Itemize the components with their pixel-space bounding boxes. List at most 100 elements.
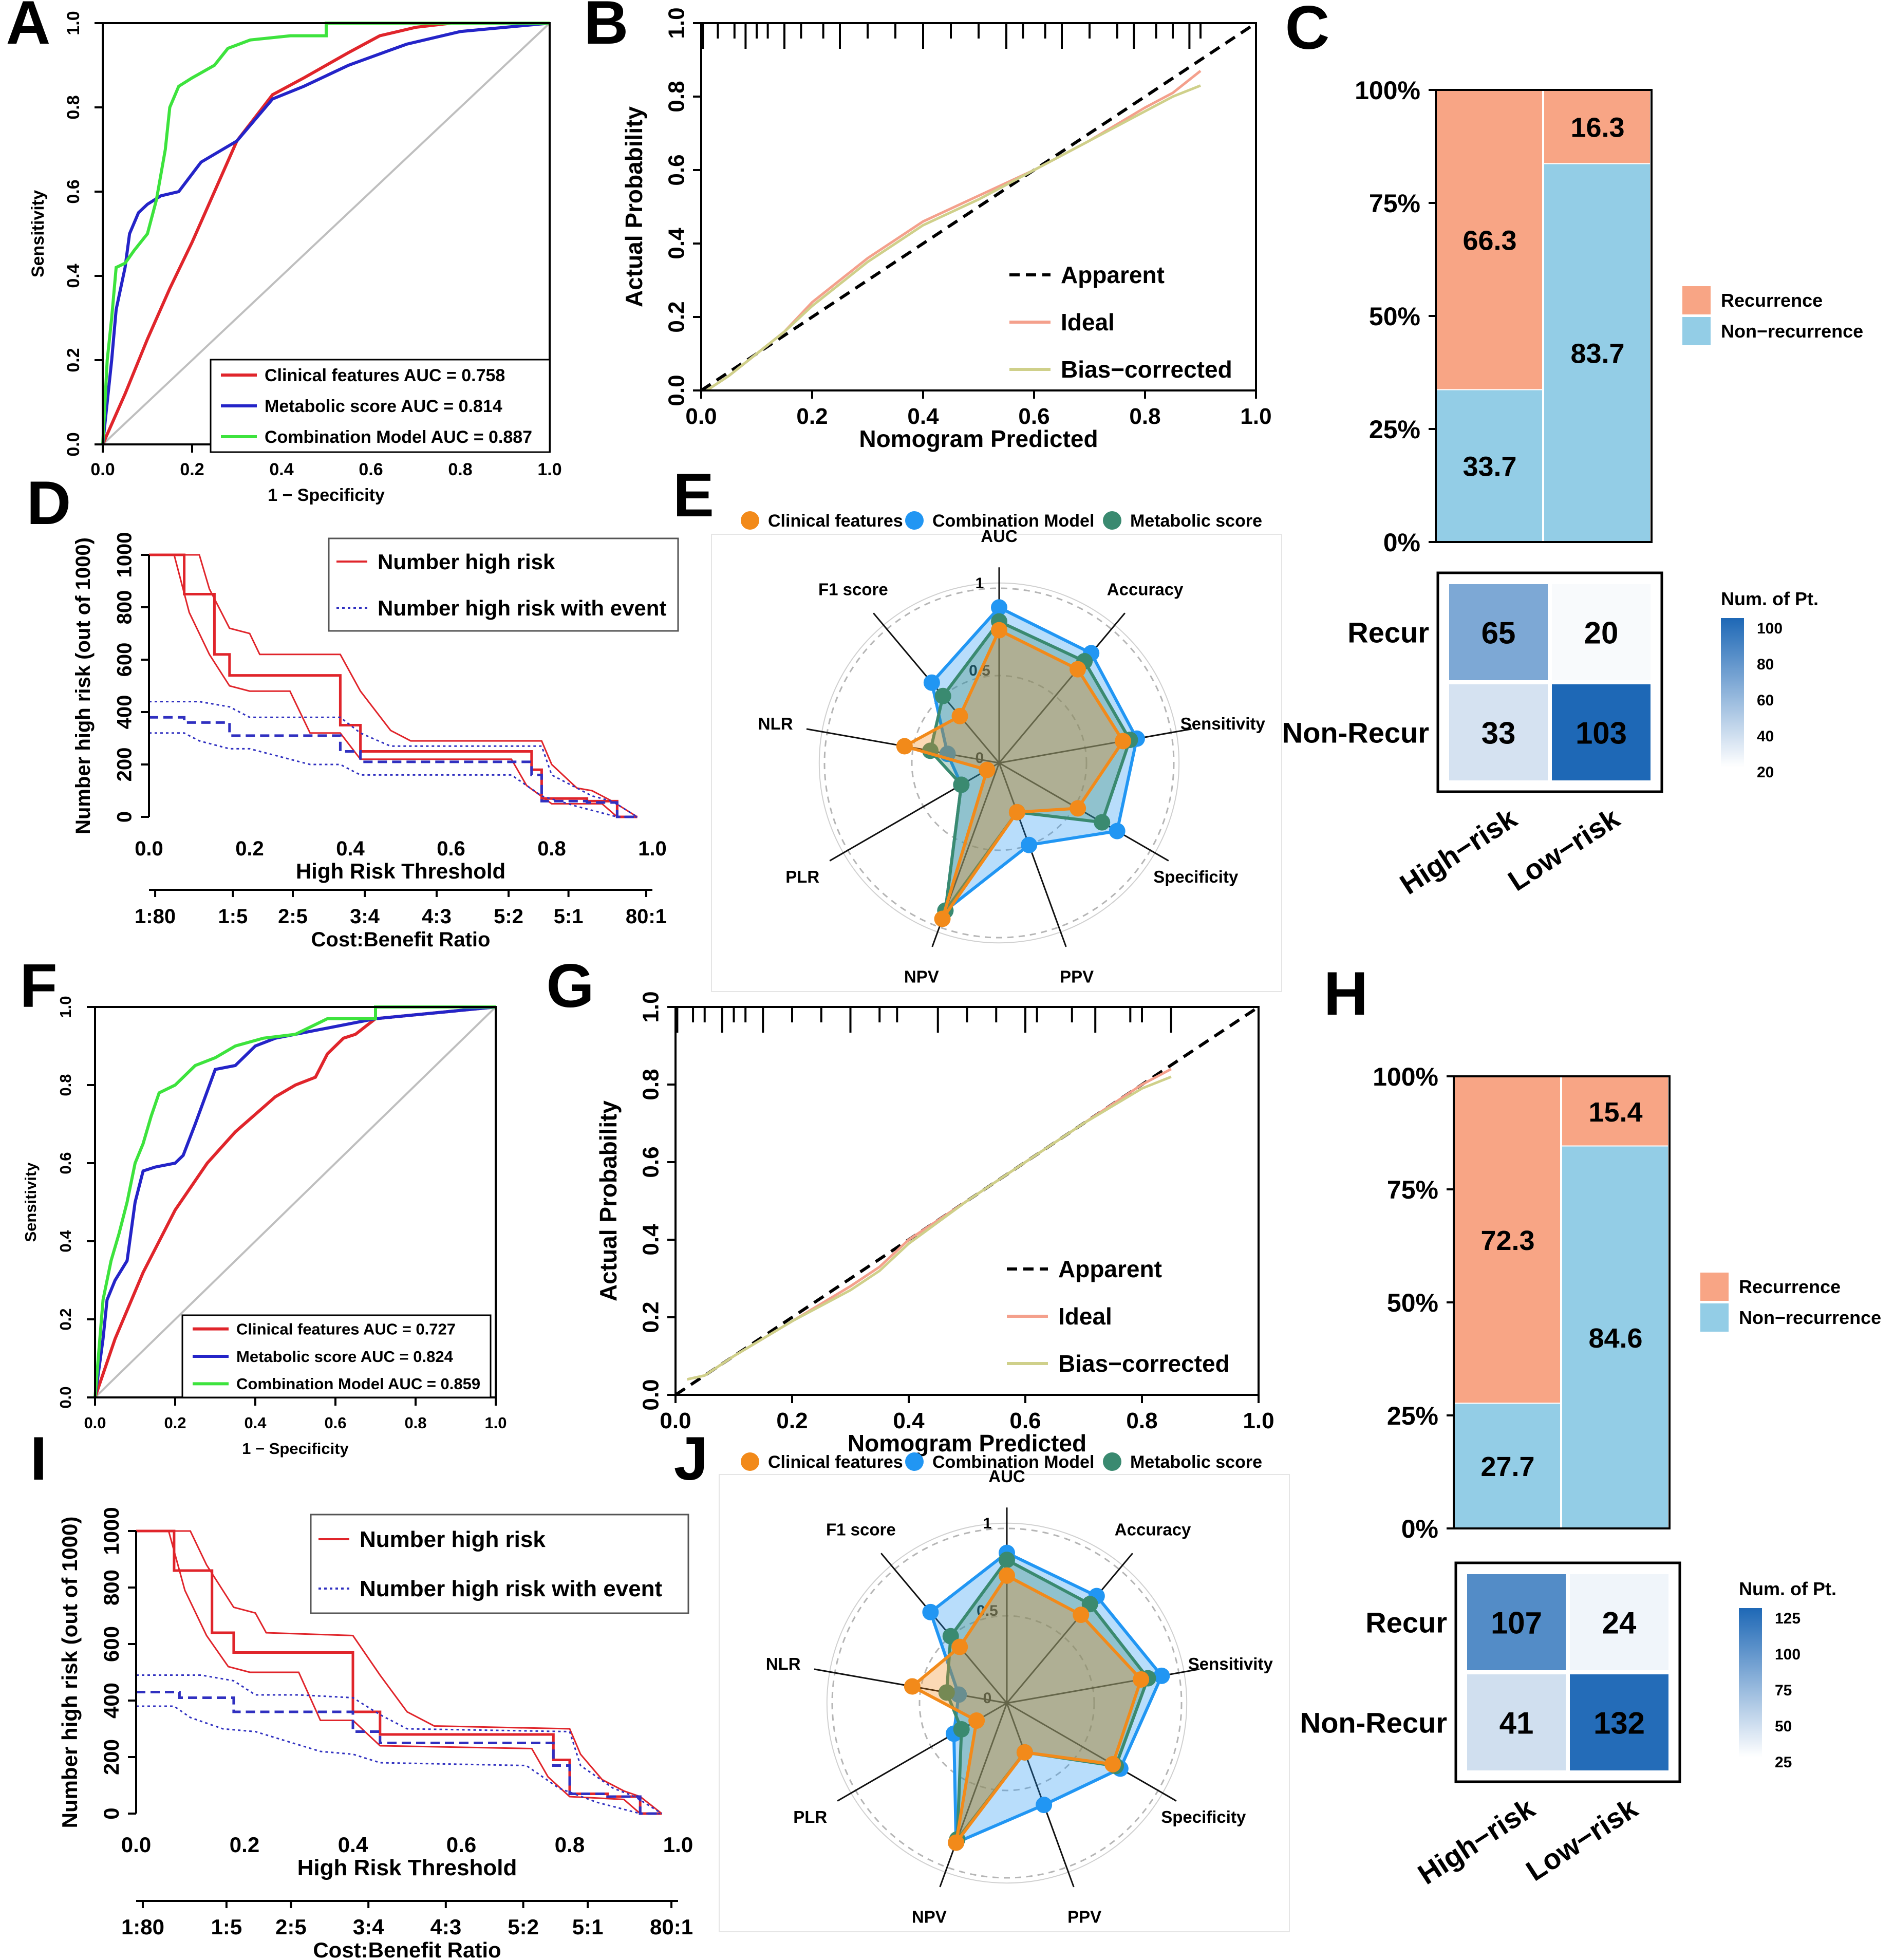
stacked-bar-chart-H: 27.7 72.3 84.6 15.4 0% 25% 50% 75% 100% Recurrenc…	[1373, 1062, 1881, 1543]
radar-ring-label: 0	[976, 750, 984, 767]
legend-entry: Number high risk	[378, 550, 555, 574]
x-tick-label: 0.8	[1126, 1408, 1157, 1433]
y-tick-label: 0.4	[57, 1230, 74, 1253]
y-tick-label: 600	[114, 643, 136, 677]
bar-legend: Recurrence Non−recurrence	[1682, 286, 1863, 345]
ratio-axis-title: Cost:Benefit Ratio	[313, 1938, 501, 1960]
confusion-heatmap-H-heat: 107 24 41 132 Recur Non-Recur High−riskLow−ris…	[1300, 1561, 1836, 1891]
legend-entry: Clinical features	[768, 1452, 903, 1472]
radar-point	[1133, 1671, 1150, 1688]
dca-line-5	[136, 1705, 662, 1815]
legend-entry: Metabolic score	[1130, 511, 1262, 531]
legend-entry: Recurrence	[1739, 1276, 1841, 1297]
diagonal-reference	[94, 1006, 497, 1398]
radar-axis-label: PPV	[1067, 1907, 1101, 1926]
legend-tick-label: 75	[1775, 1682, 1792, 1699]
radar-axis-label: PPV	[1060, 967, 1094, 986]
panel-label-F: F	[20, 951, 57, 1020]
radar-point	[953, 776, 970, 793]
heatmap-cell-value: 33	[1482, 716, 1516, 751]
legend-swatch	[905, 1452, 924, 1471]
legend-tick-label: 40	[1757, 728, 1774, 745]
legend-entry: Bias−corrected	[1058, 1350, 1230, 1377]
bar-value-label: 15.4	[1588, 1097, 1642, 1128]
y-tick-label: 1000	[99, 1507, 123, 1555]
y-tick-label: 0.4	[664, 228, 689, 259]
panel-label-H: H	[1324, 959, 1368, 1028]
y-tick-label: 1.0	[64, 11, 83, 35]
radar-axis-label: Sensitivity	[1188, 1654, 1273, 1673]
heatmap-legend: Num. of Pt. 125 100 75 50 25	[1739, 1578, 1836, 1771]
radar-point	[951, 707, 968, 724]
radar-point	[948, 1834, 965, 1851]
radar-point	[1016, 1744, 1033, 1761]
radar-point	[896, 738, 913, 755]
y-tick-label: 0.6	[664, 154, 689, 185]
x-tick-label: 0.2	[235, 837, 264, 860]
legend-tick-label: 50	[1775, 1718, 1792, 1735]
legend-entry: Ideal	[1061, 309, 1115, 335]
ratio-tick-label: 4:3	[422, 905, 452, 928]
bar-value-label: 83.7	[1570, 339, 1624, 369]
legend-swatch	[1682, 286, 1711, 314]
heatmap-cell	[1570, 1674, 1668, 1770]
heatmap-cell-value: 65	[1482, 616, 1516, 650]
legend-title: Num. of Pt.	[1721, 588, 1818, 609]
radar-point	[999, 1552, 1015, 1569]
legend-box	[328, 537, 679, 632]
dca-legend: Number high risk Number high risk with ev…	[328, 537, 679, 632]
radar-axis-label: PLR	[785, 867, 819, 886]
heatmap-cell	[1552, 584, 1651, 680]
radar-ring	[831, 1527, 1183, 1879]
y-tick-label: 0.0	[639, 1379, 664, 1410]
panel-label-I: I	[30, 1424, 47, 1493]
legend-tick-label: 20	[1757, 764, 1774, 781]
x-tick-label: 0.0	[685, 404, 717, 429]
heatmap-cell	[1467, 1574, 1566, 1670]
heatmap-cell-value: 107	[1491, 1606, 1542, 1640]
x-tick-label: 0.6	[324, 1414, 346, 1432]
ratio-tick-label: 4:3	[430, 1915, 461, 1939]
dca-line-2	[149, 554, 637, 818]
legend-swatch	[741, 511, 759, 530]
x-tick-label: 1.0	[484, 1414, 507, 1432]
x-tick-label: 0.4	[893, 1408, 925, 1433]
radar-point	[1104, 1756, 1121, 1772]
x-tick-label: 0.4	[907, 404, 939, 429]
bar-value-label: 27.7	[1480, 1451, 1534, 1482]
y-tick-label: 0%	[1383, 528, 1420, 557]
bar-value-label: 72.3	[1480, 1225, 1534, 1256]
x-axis-title: 1 − Specificity	[268, 486, 385, 505]
radar-ring-label: 1	[976, 575, 984, 592]
radar-chart-E: AUC Accuracy Sensitivity Specificity PPV NPV P…	[711, 511, 1282, 992]
x-tick-label: 1.0	[638, 837, 667, 860]
x-tick-label: 1.0	[663, 1833, 693, 1857]
x-tick-label: 0.6	[359, 460, 383, 479]
radar-point	[951, 1638, 968, 1655]
radar-ring-label: 1	[983, 1515, 992, 1532]
calibration-chart-B: 0.0 0.2 0.4 0.6 0.8 1.0 0.0 0.2 0.4 0.6 0.8 1.0 Nomo…	[621, 7, 1272, 452]
x-axis-title: Nomogram Predicted	[848, 1430, 1086, 1457]
x-tick-label: 0.0	[660, 1408, 691, 1433]
y-axis-title: Number high risk (out of 1000)	[58, 1517, 82, 1828]
radar-point	[1153, 1667, 1170, 1684]
radar-point	[1094, 814, 1111, 831]
x-axis-title: 1 − Specificity	[242, 1440, 349, 1458]
radar-axis-label: NLR	[766, 1654, 801, 1673]
legend-entry: Clinical features	[768, 511, 903, 531]
radar-ring	[823, 587, 1175, 939]
radar-axis-label: F1 score	[818, 580, 888, 599]
radar-point	[934, 910, 951, 927]
roc-chart-A: 0.0 0.2 0.4 0.6 0.8 1.0 0.0 0.2 0.4 0.6 0.8 1.0 1 − …	[28, 11, 562, 505]
radar-spoke	[1006, 1553, 1133, 1704]
radar-legend: Clinical features Combination Model Metabo…	[741, 1452, 1262, 1472]
ratio-tick-label: 1:80	[121, 1915, 164, 1939]
ratio-tick-label: 5:2	[494, 905, 523, 928]
y-tick-label: 0.8	[64, 95, 83, 119]
legend-entry: Apparent	[1061, 262, 1165, 288]
y-tick-label: 0.2	[57, 1308, 74, 1330]
bar-value-label: 84.6	[1588, 1323, 1642, 1354]
heatmap-legend: Num. of Pt. 100 80 60 40 20	[1721, 588, 1818, 781]
radar-axis-label: NPV	[904, 967, 939, 986]
